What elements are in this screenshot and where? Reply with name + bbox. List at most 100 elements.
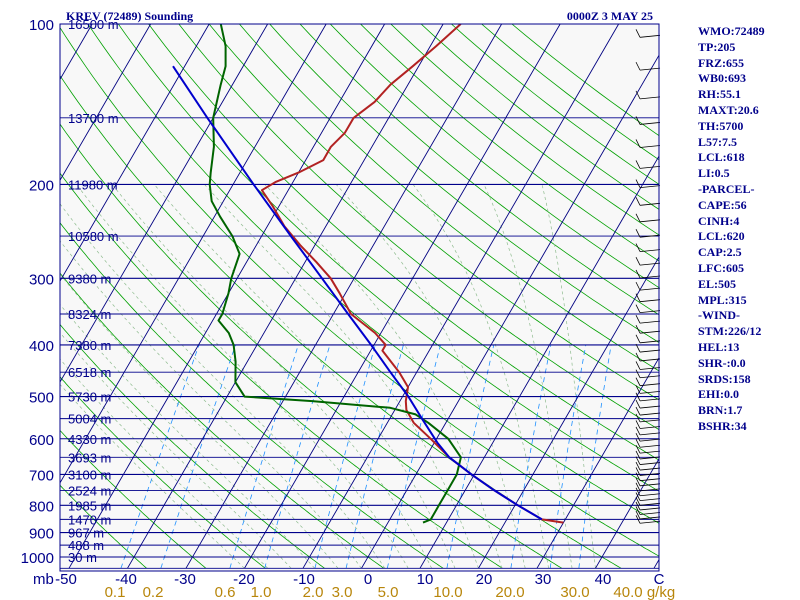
- wind-barb-staff: [639, 467, 661, 471]
- wind-barb-staff: [639, 498, 661, 501]
- wind-barb-staff: [639, 202, 661, 206]
- mixing-ratio-tick-label: 40.0: [613, 584, 642, 600]
- wind-barb-flag: [635, 325, 641, 334]
- wind-barb-staff: [639, 383, 661, 387]
- dry-adiabat: [329, 24, 659, 289]
- wind-barb-flag: [635, 432, 641, 442]
- height-label: 5730 m: [68, 390, 111, 405]
- dry-adiabat: [299, 24, 659, 316]
- wind-barb-flag: [635, 492, 641, 501]
- temperature-tick-label: -40: [115, 571, 137, 588]
- moist-adiabat: [60, 203, 386, 569]
- dewpoint-trace: [208, 24, 462, 524]
- temperature-tick-label: C: [654, 571, 665, 588]
- wind-barb-staff: [639, 488, 661, 492]
- dry-adiabat: [360, 24, 659, 262]
- pressure-tick-label: 300: [29, 271, 54, 288]
- isotherm: [127, 24, 444, 569]
- dry-adiabat: [208, 24, 659, 401]
- moist-adiabat: [60, 303, 315, 569]
- wind-barb-staff: [639, 145, 661, 148]
- plot-frame: [59, 23, 660, 572]
- wind-barb-flag: [635, 256, 641, 266]
- wind-barb-flag: [635, 413, 641, 423]
- sounding-indices-panel: WMO:72489 TP:205 FRZ:655 WB0:693 RH:55.1 MAXT…: [698, 24, 798, 435]
- temperature-tick-label: -30: [174, 571, 196, 588]
- height-label: 9380 m: [68, 271, 111, 286]
- moist-adiabat: [483, 184, 573, 569]
- wind-barb-flag: [635, 61, 641, 71]
- index-line: CINH:4: [698, 213, 740, 228]
- index-line: RH:55.1: [698, 87, 741, 102]
- dry-adiabat: [117, 24, 659, 492]
- height-label: 10580 m: [68, 229, 119, 244]
- temperature-tick-label: 30: [535, 571, 552, 588]
- wind-barb-staff: [639, 185, 661, 189]
- index-line: WB0:693: [698, 71, 746, 86]
- wind-barb-staff: [639, 310, 661, 314]
- mixing-ratio-tick-label: 20.0: [495, 584, 524, 600]
- wind-barb-staff: [639, 432, 661, 436]
- dry-adiabat: [269, 24, 659, 344]
- index-line: LCL:620: [698, 229, 745, 244]
- wind-barb-flag: [635, 369, 641, 378]
- height-label: 1470 m: [68, 512, 111, 527]
- wind-barb-staff: [639, 275, 661, 279]
- wind-barb-staff: [639, 358, 661, 362]
- wind-barb-flag: [635, 506, 641, 515]
- dry-adiabat: [60, 484, 147, 569]
- temperature-tick-label: 20: [476, 571, 493, 588]
- temperature-tick-label: 0: [364, 571, 372, 588]
- wind-barb-staff: [639, 262, 661, 266]
- isotherm: [0, 24, 34, 568]
- wind-barb-staff: [639, 287, 661, 291]
- wind-barb-flag: [635, 497, 641, 506]
- wind-barb-staff: [639, 483, 661, 487]
- index-line: L57:7.5: [698, 134, 737, 149]
- height-label: 488 m: [68, 538, 104, 553]
- mixing-ratio-line: [386, 344, 441, 569]
- index-line: EL:505: [698, 276, 737, 291]
- isotherm: [419, 155, 659, 569]
- wind-barb-staff: [639, 405, 661, 409]
- wind-barb-flag: [635, 467, 641, 476]
- wind-barb-staff: [639, 456, 661, 460]
- index-line: HEL:13: [698, 339, 740, 354]
- pressure-tick-label: 500: [29, 390, 54, 407]
- mixing-ratio-line: [229, 344, 299, 569]
- moist-adiabat: [60, 383, 245, 569]
- pressure-tick-label: 400: [29, 338, 54, 355]
- temperature-tick-label: 40: [595, 571, 612, 588]
- wind-barb-flag: [635, 139, 641, 148]
- wind-barb-staff: [639, 219, 661, 223]
- dry-adiabat: [87, 24, 659, 524]
- moist-adiabat: [412, 184, 549, 569]
- moist-adiabat: [60, 240, 362, 569]
- moist-adiabat: [60, 273, 339, 569]
- wind-barb-staff: [639, 520, 661, 524]
- wind-barb-flag: [635, 406, 641, 416]
- index-line: WMO:72489: [698, 24, 765, 38]
- index-line: SHR-:0.0: [698, 355, 746, 370]
- wind-barb-flag: [635, 179, 641, 188]
- traces: [172, 24, 564, 524]
- mixing-ratio-tick-label: g/kg: [647, 584, 675, 600]
- isotherm: [60, 24, 269, 383]
- moist-adiabat: [111, 184, 432, 569]
- mixing-ratio-line: [314, 344, 376, 569]
- mixing-ratio-line: [345, 344, 404, 569]
- mixing-ratio-line: [120, 344, 200, 569]
- wind-barb-staff: [639, 473, 661, 476]
- pressure-tick-label: 200: [29, 177, 54, 194]
- mixing-ratio-tick-label: 30.0: [560, 584, 589, 600]
- wind-barb-flag: [635, 501, 641, 511]
- pressure-tick-label: 100: [29, 17, 54, 34]
- mixing-ratio-line: [446, 344, 495, 569]
- wind-barb-flag: [635, 392, 641, 402]
- moist-adiabat: [204, 184, 479, 569]
- index-line: BSHR:34: [698, 418, 747, 433]
- isotherm: [60, 24, 152, 182]
- dry-adiabat: [60, 123, 563, 569]
- mixing-ratio-tick-label: 0.6: [215, 584, 236, 600]
